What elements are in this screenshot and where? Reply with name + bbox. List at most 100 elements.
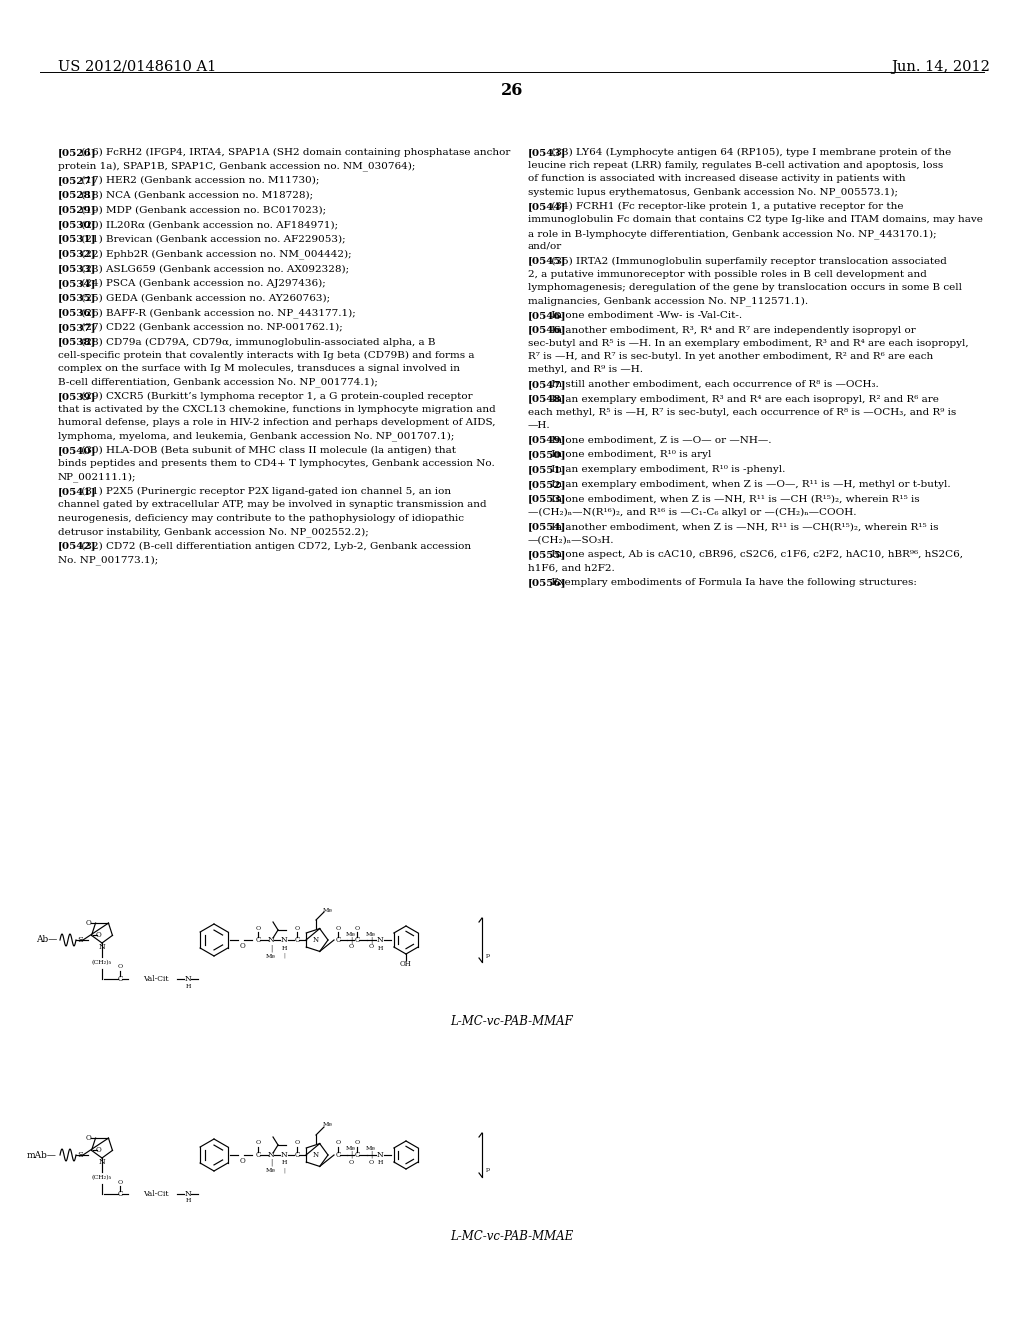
Text: [0537]: [0537] bbox=[58, 323, 96, 331]
Text: O: O bbox=[255, 1140, 260, 1146]
Text: N: N bbox=[281, 936, 288, 944]
Text: O: O bbox=[295, 1140, 300, 1146]
Text: malignancies, Genbank accession No. NP_112571.1).: malignancies, Genbank accession No. NP_1… bbox=[528, 296, 808, 306]
Text: H: H bbox=[282, 945, 287, 950]
Text: In one embodiment, when Z is —NH, R¹¹ is —CH (R¹⁵)₂, wherein R¹⁵ is: In one embodiment, when Z is —NH, R¹¹ is… bbox=[548, 495, 920, 503]
Text: protein 1a), SPAP1B, SPAP1C, Genbank accession no. NM_030764);: protein 1a), SPAP1B, SPAP1C, Genbank acc… bbox=[58, 161, 416, 172]
Text: R⁷ is —H, and R⁷ is sec-butyl. In yet another embodiment, R² and R⁶ are each: R⁷ is —H, and R⁷ is sec-butyl. In yet an… bbox=[528, 352, 933, 360]
Text: N: N bbox=[184, 1191, 191, 1199]
Text: Jun. 14, 2012: Jun. 14, 2012 bbox=[891, 59, 990, 74]
Text: [0542]: [0542] bbox=[58, 541, 96, 550]
Text: [0549]: [0549] bbox=[528, 436, 566, 445]
Text: [0553]: [0553] bbox=[528, 495, 566, 503]
Text: (16) FcRH2 (IFGP4, IRTA4, SPAP1A (SH2 domain containing phosphatase anchor: (16) FcRH2 (IFGP4, IRTA4, SPAP1A (SH2 do… bbox=[78, 148, 510, 157]
Text: (20) IL20Rα (Genbank accession no. AF184971);: (20) IL20Rα (Genbank accession no. AF184… bbox=[78, 220, 338, 228]
Text: channel gated by extracellular ATP, may be involved in synaptic transmission and: channel gated by extracellular ATP, may … bbox=[58, 500, 486, 510]
Text: O: O bbox=[348, 945, 353, 949]
Text: N: N bbox=[313, 1151, 319, 1159]
Text: detrusor instability, Genbank accession No. NP_002552.2);: detrusor instability, Genbank accession … bbox=[58, 527, 369, 537]
Text: Val-Cit: Val-Cit bbox=[143, 1191, 169, 1199]
Text: (26) BAFF-R (Genbank accession no. NP_443177.1);: (26) BAFF-R (Genbank accession no. NP_44… bbox=[78, 308, 355, 318]
Text: L-MC-vc-PAB-MMAF: L-MC-vc-PAB-MMAF bbox=[451, 1015, 573, 1028]
Text: S: S bbox=[77, 1151, 83, 1159]
Text: neurogenesis, deficiency may contribute to the pathophysiology of idiopathic: neurogenesis, deficiency may contribute … bbox=[58, 513, 464, 523]
Text: O: O bbox=[86, 919, 91, 927]
Text: Me: Me bbox=[266, 953, 276, 958]
Text: C: C bbox=[336, 936, 341, 944]
Text: C: C bbox=[336, 1151, 341, 1159]
Text: [0540]: [0540] bbox=[58, 446, 96, 455]
Text: (18) NCA (Genbank accession no. M18728);: (18) NCA (Genbank accession no. M18728); bbox=[78, 190, 313, 199]
Text: N: N bbox=[281, 1151, 288, 1159]
Text: humoral defense, plays a role in HIV-2 infection and perhaps development of AIDS: humoral defense, plays a role in HIV-2 i… bbox=[58, 418, 496, 428]
Text: In another embodiment, when Z is —NH, R¹¹ is —CH(R¹⁵)₂, wherein R¹⁵ is: In another embodiment, when Z is —NH, R¹… bbox=[548, 523, 939, 532]
Text: N: N bbox=[98, 942, 105, 950]
Text: lymphoma, myeloma, and leukemia, Genbank accession No. NP_001707.1);: lymphoma, myeloma, and leukemia, Genbank… bbox=[58, 432, 455, 441]
Text: In another embodiment, R³, R⁴ and R⁷ are independently isopropyl or: In another embodiment, R³, R⁴ and R⁷ are… bbox=[548, 326, 915, 334]
Text: B-cell differentiation, Genbank accession No. NP_001774.1);: B-cell differentiation, Genbank accessio… bbox=[58, 378, 378, 387]
Text: (23) ASLG659 (Genbank accession no. AX092328);: (23) ASLG659 (Genbank accession no. AX09… bbox=[78, 264, 349, 273]
Text: [0552]: [0552] bbox=[528, 479, 566, 488]
Text: [0555]: [0555] bbox=[528, 550, 566, 560]
Text: O: O bbox=[118, 965, 123, 969]
Text: [0533]: [0533] bbox=[58, 264, 96, 273]
Text: [0556]: [0556] bbox=[528, 578, 566, 587]
Text: [0531]: [0531] bbox=[58, 235, 96, 244]
Text: (17) HER2 (Genbank accession no. M11730);: (17) HER2 (Genbank accession no. M11730)… bbox=[78, 176, 319, 185]
Text: 26: 26 bbox=[501, 82, 523, 99]
Text: NP_002111.1);: NP_002111.1); bbox=[58, 473, 136, 482]
Text: In one embodiment, R¹⁰ is aryl: In one embodiment, R¹⁰ is aryl bbox=[548, 450, 712, 459]
Text: N: N bbox=[98, 1158, 105, 1166]
Text: (27) CD22 (Genbank accession no. NP-001762.1);: (27) CD22 (Genbank accession no. NP-0017… bbox=[78, 323, 343, 331]
Text: H: H bbox=[377, 945, 383, 950]
Text: each methyl, R⁵ is —H, R⁷ is sec-butyl, each occurrence of R⁸ is —OCH₃, and R⁹ i: each methyl, R⁵ is —H, R⁷ is sec-butyl, … bbox=[528, 408, 956, 417]
Text: N: N bbox=[267, 1151, 274, 1159]
Text: that is activated by the CXCL13 chemokine, functions in lymphocyte migration and: that is activated by the CXCL13 chemokin… bbox=[58, 405, 496, 414]
Text: [0535]: [0535] bbox=[58, 293, 96, 302]
Text: |: | bbox=[370, 1151, 372, 1159]
Text: C: C bbox=[118, 1191, 123, 1199]
Text: (32) CD72 (B-cell differentiation antigen CD72, Lyb-2, Genbank accession: (32) CD72 (B-cell differentiation antige… bbox=[78, 541, 471, 550]
Text: In still another embodiment, each occurrence of R⁸ is —OCH₃.: In still another embodiment, each occurr… bbox=[548, 380, 879, 389]
Text: immunoglobulin Fc domain that contains C2 type Ig-like and ITAM domains, may hav: immunoglobulin Fc domain that contains C… bbox=[528, 215, 983, 224]
Text: lymphomagenesis; deregulation of the gene by translocation occurs in some B cell: lymphomagenesis; deregulation of the gen… bbox=[528, 282, 962, 292]
Text: Me: Me bbox=[346, 932, 356, 936]
Text: |: | bbox=[270, 944, 272, 952]
Text: Me: Me bbox=[323, 1122, 333, 1127]
Text: No. NP_001773.1);: No. NP_001773.1); bbox=[58, 554, 159, 565]
Text: C: C bbox=[354, 936, 359, 944]
Text: (33) LY64 (Lymphocyte antigen 64 (RP105), type I membrane protein of the: (33) LY64 (Lymphocyte antigen 64 (RP105)… bbox=[548, 148, 951, 157]
Text: [0550]: [0550] bbox=[528, 450, 566, 459]
Text: In an exemplary embodiment, R¹⁰ is -phenyl.: In an exemplary embodiment, R¹⁰ is -phen… bbox=[548, 465, 785, 474]
Text: [0529]: [0529] bbox=[58, 206, 96, 214]
Text: |: | bbox=[350, 936, 352, 944]
Text: h1F6, and h2F2.: h1F6, and h2F2. bbox=[528, 564, 614, 573]
Text: [0547]: [0547] bbox=[528, 380, 566, 389]
Text: p: p bbox=[486, 953, 490, 957]
Text: [0551]: [0551] bbox=[528, 465, 566, 474]
Text: In one aspect, Ab is cAC10, cBR96, cS2C6, c1F6, c2F2, hAC10, hBR⁹⁶, hS2C6,: In one aspect, Ab is cAC10, cBR96, cS2C6… bbox=[548, 550, 964, 560]
Text: In an exemplary embodiment, R³ and R⁴ are each isopropyl, R² and R⁶ are: In an exemplary embodiment, R³ and R⁴ ar… bbox=[548, 395, 939, 404]
Text: O: O bbox=[240, 1158, 245, 1166]
Text: [0538]: [0538] bbox=[58, 338, 96, 347]
Text: of function is associated with increased disease activity in patients with: of function is associated with increased… bbox=[528, 174, 905, 183]
Text: |: | bbox=[283, 952, 285, 958]
Text: Ab—: Ab— bbox=[36, 936, 57, 945]
Text: O: O bbox=[95, 1146, 101, 1155]
Text: [0534]: [0534] bbox=[58, 279, 96, 288]
Text: O: O bbox=[295, 925, 300, 931]
Text: O: O bbox=[240, 942, 245, 950]
Text: O: O bbox=[348, 1159, 353, 1164]
Text: US 2012/0148610 A1: US 2012/0148610 A1 bbox=[58, 59, 216, 74]
Text: 2, a putative immunoreceptor with possible roles in B cell development and: 2, a putative immunoreceptor with possib… bbox=[528, 269, 927, 279]
Text: In one embodiment -Ww- is -Val-Cit-.: In one embodiment -Ww- is -Val-Cit-. bbox=[548, 312, 742, 319]
Text: (35) IRTA2 (Immunoglobulin superfamily receptor translocation associated: (35) IRTA2 (Immunoglobulin superfamily r… bbox=[548, 256, 947, 265]
Text: H: H bbox=[185, 983, 190, 989]
Text: H: H bbox=[377, 1160, 383, 1166]
Text: [0536]: [0536] bbox=[58, 308, 96, 317]
Text: (21) Brevican (Genbank accession no. AF229053);: (21) Brevican (Genbank accession no. AF2… bbox=[78, 235, 346, 244]
Text: |: | bbox=[350, 1151, 352, 1159]
Text: (34) FCRH1 (Fc receptor-like protein 1, a putative receptor for the: (34) FCRH1 (Fc receptor-like protein 1, … bbox=[548, 202, 903, 211]
Text: O: O bbox=[354, 1140, 359, 1146]
Text: (19) MDP (Genbank accession no. BC017023);: (19) MDP (Genbank accession no. BC017023… bbox=[78, 206, 327, 214]
